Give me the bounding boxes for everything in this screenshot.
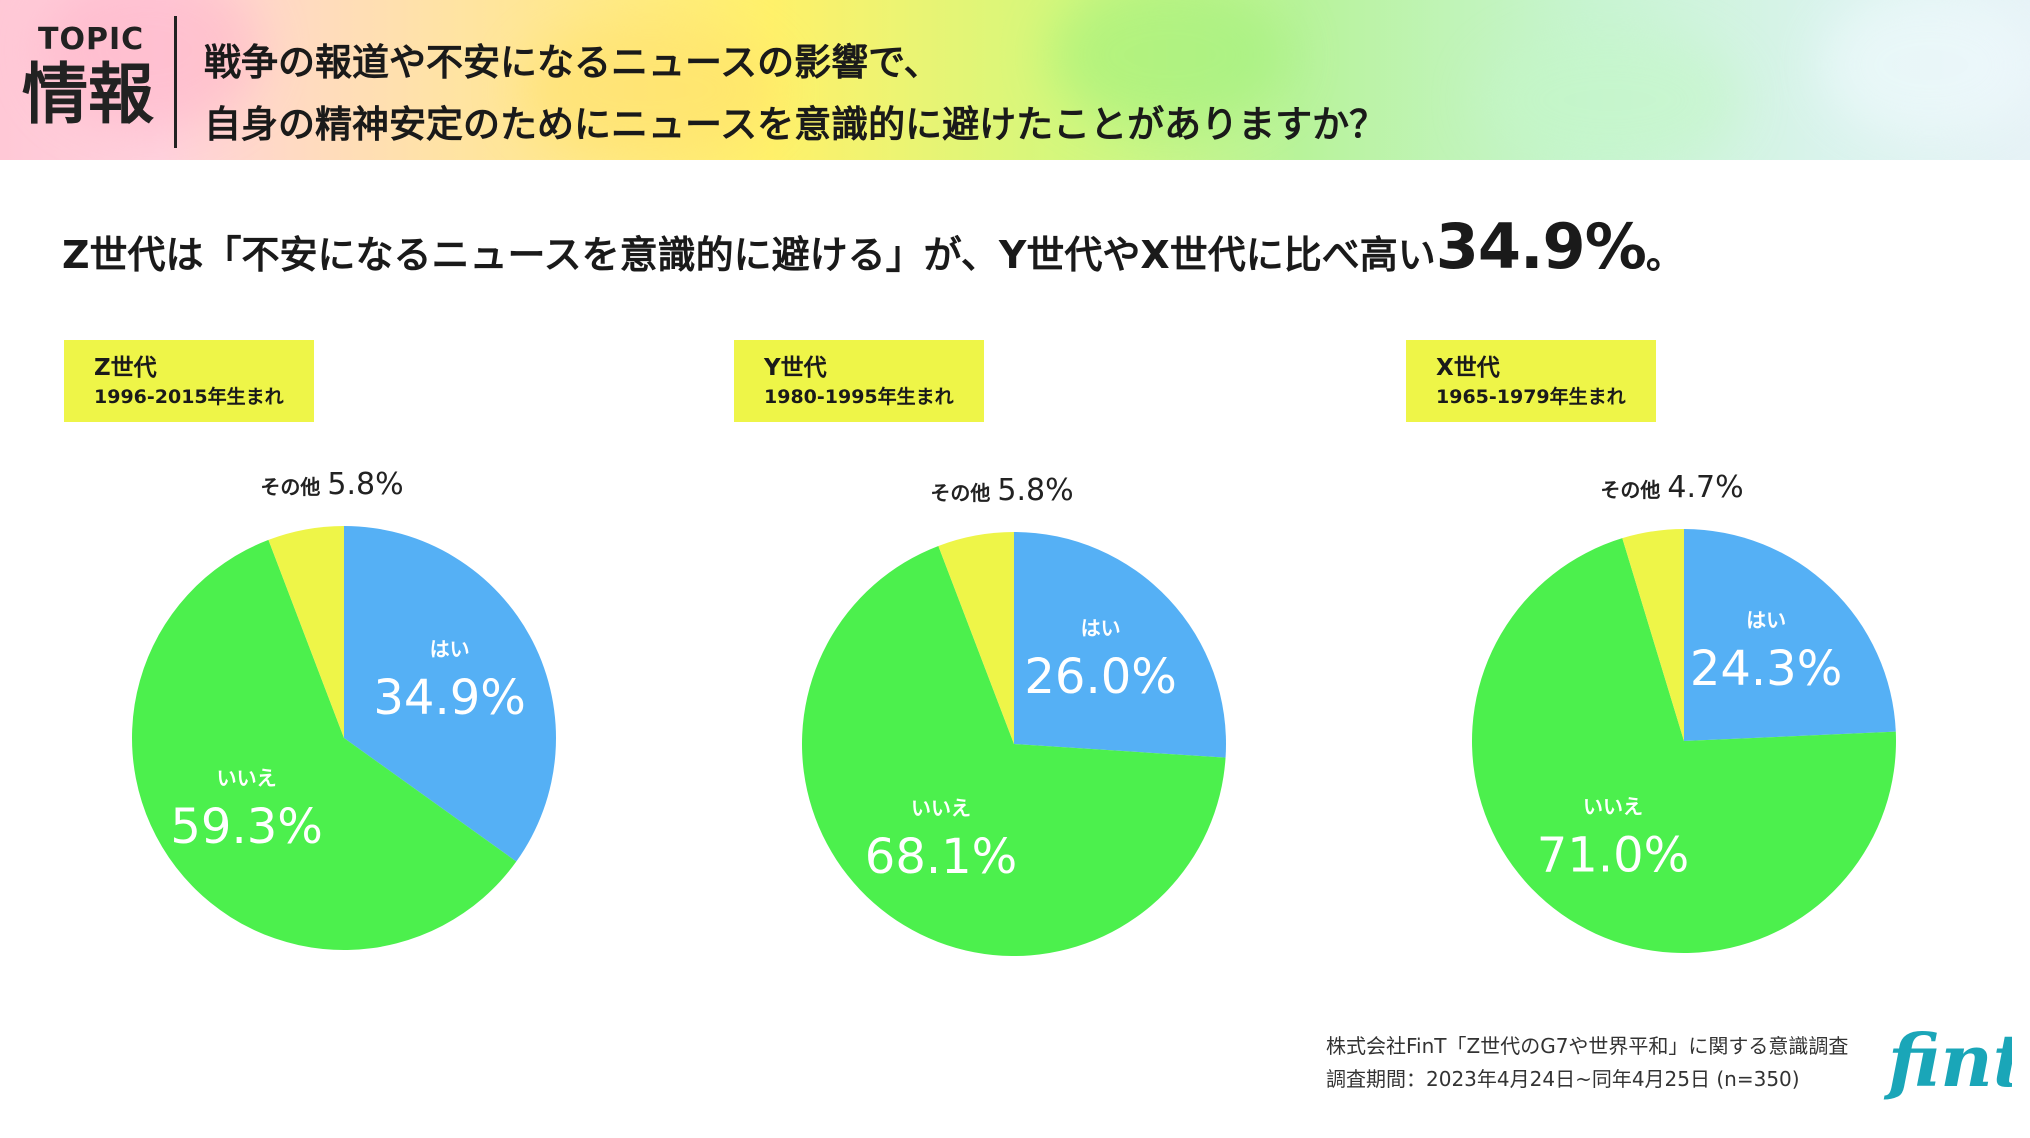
question-line-1: 戦争の報道や不安になるニュースの影響で、: [204, 41, 941, 84]
other-slice-label: その他 4.7%: [1600, 470, 1743, 505]
headline-tail: 。: [1645, 233, 1684, 277]
other-slice-label: その他 5.8%: [260, 467, 403, 502]
header-banner: TOPIC 情報 戦争の報道や不安になるニュースの影響で、 自身の精神安定のため…: [0, 0, 2030, 160]
generation-label-x: X世代 1965-1979年生まれ: [1406, 340, 1656, 422]
slice-label: はい: [1081, 616, 1121, 640]
slice-label: いいえ: [911, 796, 971, 820]
topic-label: TOPIC: [38, 22, 145, 57]
pie-slice-no: [801, 545, 1226, 957]
generation-birth-range: 1996-2015年生まれ: [94, 386, 284, 408]
slice-label: その他: [1600, 478, 1667, 502]
slice-label: いいえ: [217, 766, 277, 790]
banner-divider: [174, 16, 177, 148]
slice-value: 59.3%: [170, 799, 322, 855]
headline: Z世代は「不安になるニュースを意識的に避ける」が、Y世代やX世代に比べ高い 34…: [62, 210, 1684, 290]
generation-name: Z世代: [94, 355, 157, 381]
topic-name: 情報: [22, 56, 154, 133]
headline-text: Z世代は「不安になるニュースを意識的に避ける」が、Y世代やX世代に比べ高い: [62, 233, 1436, 277]
fint-logo-icon: fint: [1883, 1018, 2012, 1103]
slice-value: 26.0%: [1024, 649, 1176, 705]
logo-text: fint: [1883, 1018, 2012, 1103]
slice-label: その他: [260, 475, 327, 499]
slice-label: いいえ: [1583, 794, 1643, 818]
survey-period: 調査期間：2023年4月24日~同年4月25日 (n=350): [1326, 1067, 1800, 1091]
pie-slice-yes: [1684, 529, 1896, 741]
generation-name: Y世代: [764, 355, 827, 381]
generation-birth-range: 1980-1995年生まれ: [764, 386, 954, 408]
generation-name: X世代: [1436, 355, 1500, 381]
slice-value: 68.1%: [865, 829, 1017, 885]
slice-label: はい: [430, 637, 470, 661]
slice-value: 34.9%: [373, 670, 525, 726]
pie-slice-other: [268, 526, 344, 738]
source-note: 株式会社FinT「Z世代のG7や世界平和」に関する意識調査 調査期間：2023年…: [1326, 1030, 1848, 1096]
pie-slice-yes: [344, 526, 556, 862]
pie-slice-other: [1622, 529, 1684, 741]
generation-label-y: Y世代 1980-1995年生まれ: [734, 340, 984, 422]
pie-slice-other: [938, 532, 1014, 744]
generation-label-z: Z世代 1996-2015年生まれ: [64, 340, 314, 422]
other-slice-label: その他 5.8%: [930, 473, 1073, 508]
slice-value: 5.8%: [997, 473, 1073, 508]
pie-slice-no: [1471, 538, 1896, 954]
headline-highlight: 34.9%: [1435, 210, 1647, 283]
slice-label: その他: [930, 481, 997, 505]
pie-slice-yes: [1014, 532, 1226, 758]
slice-value: 24.3%: [1690, 641, 1842, 697]
slice-label: はい: [1746, 608, 1786, 632]
source-text: 株式会社FinT「Z世代のG7や世界平和」に関する意識調査: [1326, 1034, 1849, 1058]
slice-value: 5.8%: [327, 467, 403, 502]
generation-birth-range: 1965-1979年生まれ: [1436, 386, 1626, 408]
slice-value: 4.7%: [1667, 470, 1743, 505]
pie-slice-no: [132, 539, 517, 950]
question-line-2: 自身の精神安定のためにニュースを意識的に避けたことがありますか？: [204, 103, 1387, 146]
slice-value: 71.0%: [1537, 827, 1689, 883]
